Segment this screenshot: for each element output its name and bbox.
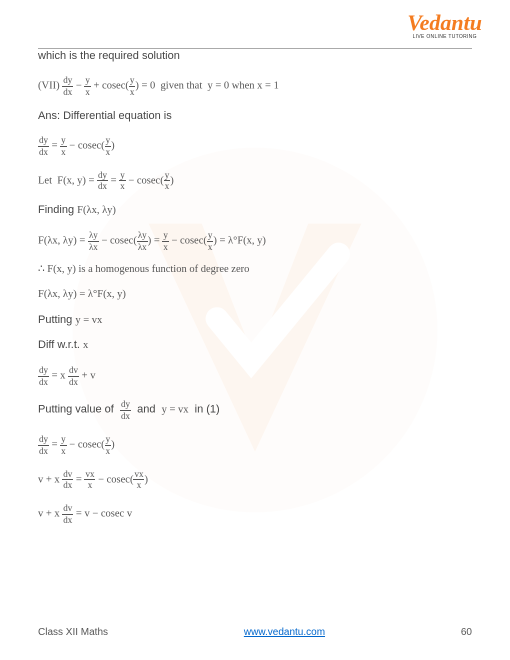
text-line: Ans: Differential equation is <box>38 110 472 123</box>
equation-line: F(λx, λy) = λyλx − cosec(λyλx) = yx − co… <box>38 230 472 253</box>
document-body: which is the required solution (VII) dyd… <box>38 50 472 538</box>
equation-line: F(λx, λy) = λ°F(x, y) <box>38 289 472 302</box>
logo-text: Vedantu <box>407 12 482 34</box>
equation-line: Let F(x, y) = dydx = yx − cosec(yx) <box>38 170 472 193</box>
logo-tagline: LIVE ONLINE TUTORING <box>407 34 482 40</box>
footer-link[interactable]: www.vedantu.com <box>244 627 325 638</box>
text-line: Putting y = vx <box>38 314 472 328</box>
equation-line: dydx = x dvdx + v <box>38 365 472 388</box>
brand-header: Vedantu LIVE ONLINE TUTORING <box>407 12 482 40</box>
text-line: Diff w.r.t. x <box>38 339 472 353</box>
header-rule <box>38 48 472 49</box>
equation-line: dydx = yx − cosec(yx) <box>38 434 472 457</box>
equation-line: v + x dvdx = vxx − cosec(vxx) <box>38 469 472 492</box>
footer-page: 60 <box>461 627 472 638</box>
text-line: Putting value of dydx and y = vx in (1) <box>38 399 472 422</box>
text-line: ∴ F(x, y) is a homogenous function of de… <box>38 264 472 277</box>
text-line: Finding F(λx, λy) <box>38 204 472 218</box>
footer-class: Class XII Maths <box>38 627 108 638</box>
equation-line: dydx = yx − cosec(yx) <box>38 135 472 158</box>
page-footer: Class XII Maths www.vedantu.com 60 <box>38 627 472 638</box>
equation-line: (VII) dydx − yx + cosec(yx) = 0 given th… <box>38 75 472 98</box>
text-line: which is the required solution <box>38 50 472 63</box>
equation-line: v + x dvdx = v − cosec v <box>38 503 472 526</box>
